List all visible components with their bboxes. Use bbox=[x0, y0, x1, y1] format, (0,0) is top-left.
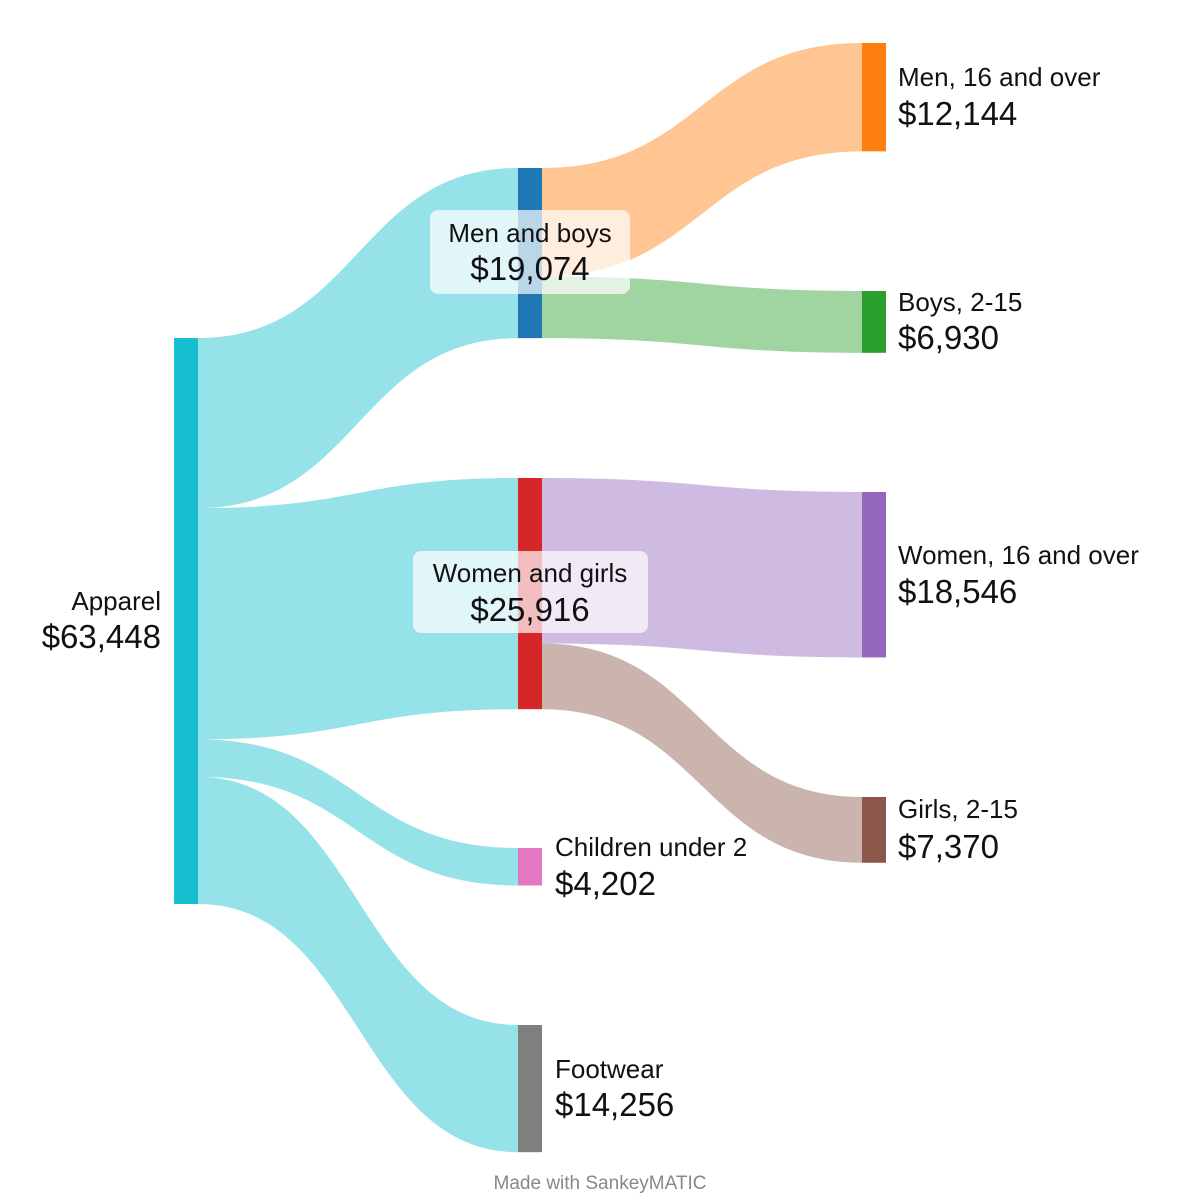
node-value-label: $12,144 bbox=[898, 95, 1017, 132]
sankey-labels: Apparel$63,448 Men and boys$19,074 Women a… bbox=[42, 62, 1140, 1123]
link-men-and-boys-to-boys-2-15 bbox=[542, 276, 862, 353]
node-value-label: $6,930 bbox=[898, 319, 999, 356]
node-value-label: $63,448 bbox=[42, 618, 161, 655]
node-name-label: Women and girls bbox=[433, 558, 628, 588]
node-children-under-2 bbox=[518, 848, 542, 886]
node-value-label: $18,546 bbox=[898, 573, 1017, 610]
node-name-label: Men, 16 and over bbox=[898, 62, 1101, 92]
node-name-label: Girls, 2-15 bbox=[898, 794, 1018, 824]
node-name-label: Women, 16 and over bbox=[898, 540, 1139, 570]
link-women-and-girls-to-girls-2-15 bbox=[542, 643, 862, 863]
label-women-16-and-over: Women, 16 and over$18,546 bbox=[898, 540, 1139, 610]
link-apparel-to-children-under-2 bbox=[198, 739, 518, 886]
label-background bbox=[413, 551, 648, 633]
node-name-label: Footwear bbox=[555, 1054, 664, 1084]
node-name-label: Children under 2 bbox=[555, 832, 747, 862]
node-women-16-and-over bbox=[862, 492, 886, 658]
label-men-16-and-over: Men, 16 and over$12,144 bbox=[898, 62, 1101, 132]
label-boys-2-15: Boys, 2-15$6,930 bbox=[898, 287, 1022, 356]
node-value-label: $25,916 bbox=[470, 591, 589, 628]
node-name-label: Apparel bbox=[71, 586, 161, 616]
node-apparel bbox=[174, 338, 198, 904]
label-girls-2-15: Girls, 2-15 $7,370 bbox=[898, 794, 1018, 865]
node-value-label: $7,370 bbox=[898, 828, 999, 865]
label-men-and-boys: Men and boys$19,074 bbox=[430, 210, 630, 294]
node-name-label: Men and boys bbox=[448, 218, 611, 248]
label-women-and-girls: Women and girls$25,916 bbox=[413, 551, 648, 633]
label-footwear: Footwear$14,256 bbox=[555, 1054, 674, 1123]
node-boys-2-15 bbox=[862, 291, 886, 353]
node-footwear bbox=[518, 1025, 542, 1153]
link-apparel-to-footwear bbox=[198, 776, 518, 1153]
node-men-16-and-over bbox=[862, 43, 886, 152]
node-value-label: $19,074 bbox=[470, 250, 589, 287]
node-name-label: Boys, 2-15 bbox=[898, 287, 1022, 317]
node-girls-2-15 bbox=[862, 797, 886, 863]
node-value-label: $4,202 bbox=[555, 865, 656, 902]
label-apparel: Apparel$63,448 bbox=[42, 586, 161, 655]
label-children-under-2: Children under 2$4,202 bbox=[555, 832, 747, 902]
credit-text: Made with SankeyMATIC bbox=[494, 1173, 707, 1194]
node-value-label: $14,256 bbox=[555, 1086, 674, 1123]
label-background bbox=[430, 210, 630, 294]
link-apparel-to-women-and-girls bbox=[198, 478, 518, 740]
